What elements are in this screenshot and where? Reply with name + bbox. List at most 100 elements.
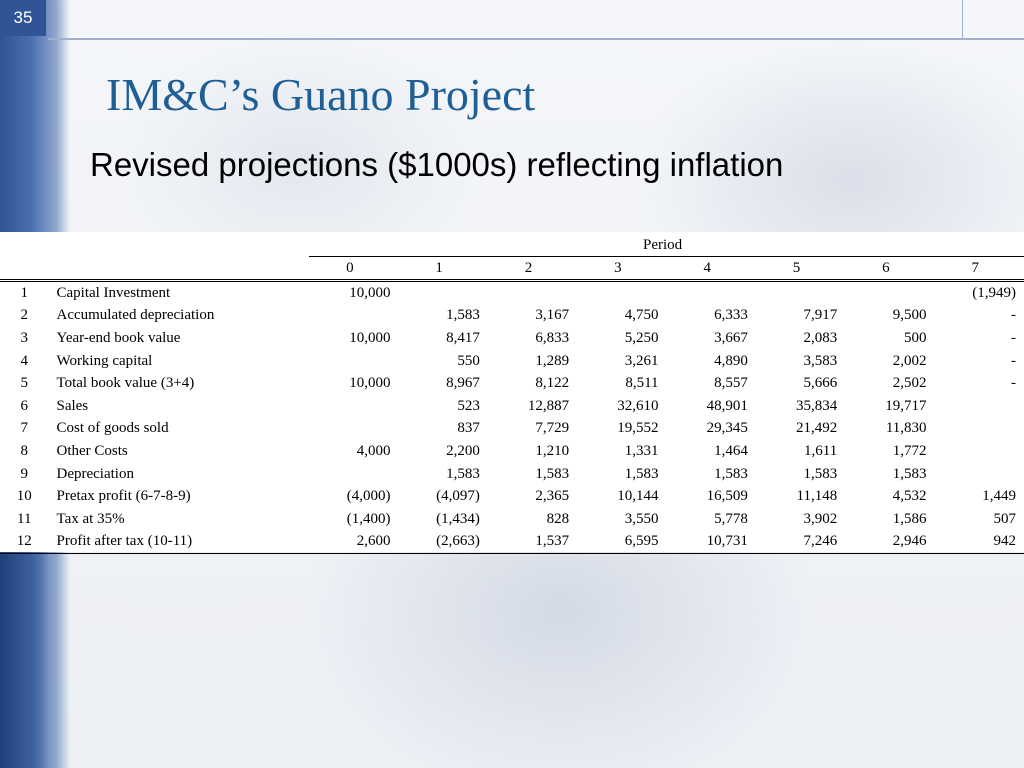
table-cell: 1,583 xyxy=(714,465,748,482)
table-cell: 1,331 xyxy=(624,443,659,460)
header-spacer xyxy=(0,234,309,257)
table-cell: 1,583 xyxy=(803,465,838,482)
table-cell: 523 xyxy=(457,397,480,414)
row-number: 2 xyxy=(20,307,28,324)
table-row: 7 Cost of goods sold 837 7,729 19,552 29,345 2… xyxy=(0,418,1024,441)
table-cell: (1,400) xyxy=(346,510,391,527)
table-cell: 1,537 xyxy=(487,530,578,555)
table-cell: 500 xyxy=(904,330,927,347)
table-cell: 19,552 xyxy=(617,420,659,437)
table-cell: 4,000 xyxy=(356,443,391,460)
table-cell: - xyxy=(1011,352,1016,369)
period-numbers-row: 0 1 2 3 4 5 6 7 xyxy=(0,256,1024,283)
table-cell: - xyxy=(1011,330,1016,347)
table-cell: 2,502 xyxy=(892,375,927,392)
table-cell xyxy=(488,281,577,305)
table-cell: 1,449 xyxy=(982,488,1016,505)
table-row: 3 Year-end book value 10,000 8,417 6,833 5,25… xyxy=(0,327,1024,350)
period-header: 5 xyxy=(755,256,846,283)
table-cell: 35,834 xyxy=(795,397,838,414)
header-divider xyxy=(962,0,963,38)
table-cell: 4,890 xyxy=(714,352,748,369)
table-cell: 3,902 xyxy=(803,510,838,527)
table-cell: 11,830 xyxy=(885,420,927,437)
table-cell: 828 xyxy=(546,510,570,527)
table-cell: 16,509 xyxy=(706,488,748,505)
table-cell: 2,083 xyxy=(803,330,838,347)
row-number: 12 xyxy=(0,530,57,555)
table-cell: 1,583 xyxy=(535,465,570,482)
row-number: 7 xyxy=(20,420,28,437)
table-cell xyxy=(309,418,398,441)
table-cell: 7,917 xyxy=(803,307,838,324)
row-number: 4 xyxy=(20,352,28,369)
table-cell: 29,345 xyxy=(706,420,748,437)
row-label: Pretax profit (6-7-8-9) xyxy=(56,488,191,505)
table-cell: 1,586 xyxy=(892,510,927,527)
table-cell: 5,666 xyxy=(803,375,838,392)
left-accent-band-lower xyxy=(0,550,48,768)
table-cell: (4,097) xyxy=(436,488,480,505)
row-label: Profit after tax (10-11) xyxy=(56,530,310,555)
table-cell: 32,610 xyxy=(617,397,659,414)
table-cell: 8,417 xyxy=(446,330,480,347)
table-row: 8 Other Costs 4,000 2,200 1,210 1,331 1,464 1,6… xyxy=(0,440,1024,463)
row-label: Accumulated depreciation xyxy=(56,307,215,324)
row-number: 1 xyxy=(20,284,28,301)
slide-title: IM&C’s Guano Project xyxy=(106,69,536,120)
projection-table: Period 0 1 2 3 4 5 6 7 1 Capital Investme… xyxy=(0,234,1024,555)
table-cell: 10,000 xyxy=(349,375,391,392)
row-number: 3 xyxy=(20,330,28,347)
table-cell: 12,887 xyxy=(527,397,570,414)
row-label: Capital Investment xyxy=(56,284,171,301)
table-cell: 1,210 xyxy=(535,443,570,460)
row-number: 6 xyxy=(20,397,28,414)
table-cell: 1,583 xyxy=(892,465,927,482)
table-row: 1 Capital Investment 10,000 (1,949) xyxy=(0,281,1024,305)
period-header: 7 xyxy=(934,256,1024,283)
table-row: 12 Profit after tax (10-11) 2,600 (2,663) 1,… xyxy=(0,530,1024,555)
row-number: 5 xyxy=(20,375,28,392)
slide-subtitle: Revised projections ($1000s) reflecting … xyxy=(90,146,784,183)
row-label: Other Costs xyxy=(56,443,128,460)
table-cell: 7,729 xyxy=(535,420,570,437)
header-rule xyxy=(48,38,1024,40)
table-cell: 1,583 xyxy=(446,465,480,482)
table-cell: 1,583 xyxy=(446,307,480,324)
table-cell: (4,000) xyxy=(346,488,391,505)
table-cell: 1,772 xyxy=(892,443,927,460)
table-cell xyxy=(577,281,666,305)
table-cell xyxy=(935,395,1024,418)
table-cell: 2,600 xyxy=(309,530,399,555)
table-cell: 8,967 xyxy=(446,375,480,392)
table-cell: 4,532 xyxy=(892,488,927,505)
row-number: 10 xyxy=(16,488,32,505)
table-cell: 2,002 xyxy=(892,352,927,369)
table-row: 4 Working capital 550 1,289 3,261 4,890 3,583 2… xyxy=(0,350,1024,373)
table-cell: 1,289 xyxy=(535,352,570,369)
table-cell: 3,583 xyxy=(803,352,838,369)
row-label: Cost of goods sold xyxy=(56,420,169,437)
table-cell xyxy=(309,350,398,373)
row-number: 9 xyxy=(20,465,28,482)
table-cell: 3,667 xyxy=(714,330,748,347)
period-header: 4 xyxy=(666,256,756,283)
table-cell: 11,148 xyxy=(796,488,838,505)
table-cell: 3,550 xyxy=(624,510,659,527)
table-cell xyxy=(309,395,398,418)
table-cell: 7,246 xyxy=(755,530,846,555)
row-number: 11 xyxy=(17,510,32,527)
projection-table-panel: Period 0 1 2 3 4 5 6 7 1 Capital Investme… xyxy=(0,232,1024,555)
table-cell: 8,557 xyxy=(714,375,748,392)
table-cell: (1,434) xyxy=(436,510,480,527)
table-cell: 550 xyxy=(457,352,480,369)
table-cell: 507 xyxy=(993,510,1017,527)
table-cell: 10,000 xyxy=(349,284,391,301)
table-row: 6 Sales 523 12,887 32,610 48,901 35,834 19,717 xyxy=(0,395,1024,418)
table-cell: 21,492 xyxy=(795,420,838,437)
table-cell: 942 xyxy=(934,530,1024,555)
table-cell: 3,167 xyxy=(535,307,570,324)
row-label: Sales xyxy=(56,397,89,414)
table-cell: 5,778 xyxy=(714,510,748,527)
table-cell: 10,000 xyxy=(349,330,391,347)
